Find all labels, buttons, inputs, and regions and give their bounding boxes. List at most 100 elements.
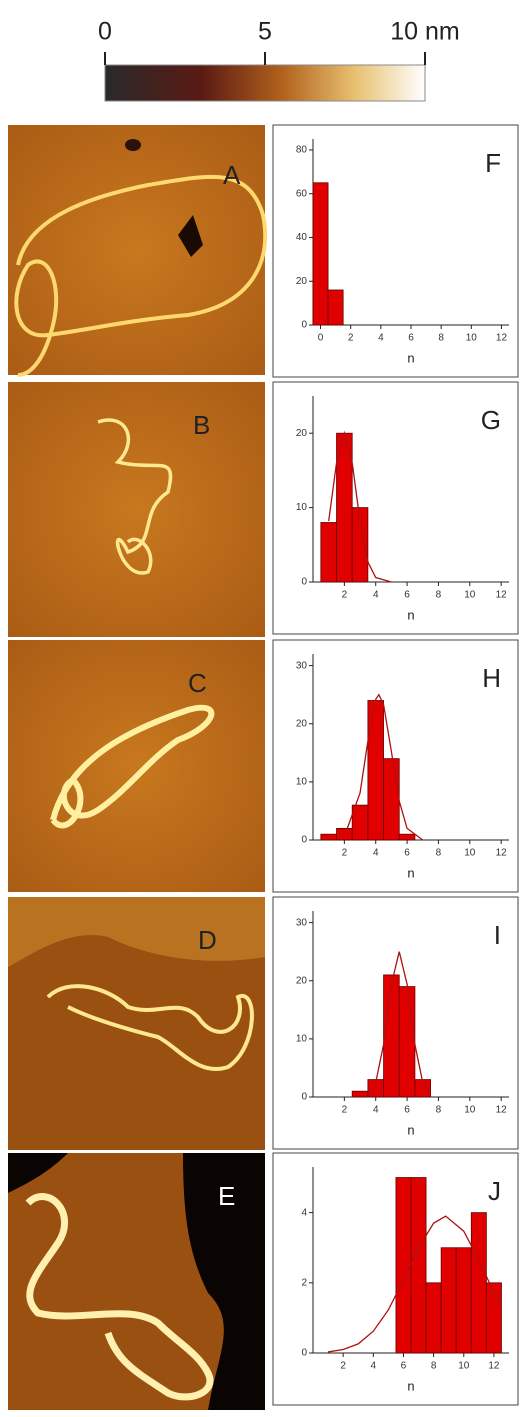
- y-tick-label: 10: [296, 777, 308, 788]
- panel-label: D: [198, 925, 217, 955]
- fit-curve: [343, 693, 424, 841]
- x-tick-label: 4: [371, 1361, 377, 1372]
- panel-label: F: [485, 148, 501, 178]
- x-tick-label: 10: [458, 1361, 470, 1372]
- x-tick-label: 8: [431, 1361, 437, 1372]
- afm-image: A: [8, 125, 268, 377]
- x-axis-label: n: [407, 1122, 414, 1137]
- panel-label: B: [193, 410, 210, 440]
- x-tick-label: 6: [401, 1361, 407, 1372]
- bar: [336, 827, 353, 841]
- x-tick-label: 6: [404, 590, 410, 601]
- y-tick-label: 0: [301, 1348, 307, 1359]
- bar: [351, 507, 369, 583]
- bar: [320, 522, 337, 583]
- x-tick-label: 2: [340, 1361, 346, 1372]
- y-tick-label: 4: [301, 1207, 307, 1218]
- afm-image: D: [8, 897, 265, 1150]
- bar: [425, 1282, 442, 1354]
- x-tick-label: 4: [373, 1105, 379, 1116]
- panel-frame: [272, 124, 519, 378]
- afm-image: E: [8, 1153, 265, 1410]
- x-tick-label: 6: [408, 333, 414, 344]
- bar: [367, 700, 384, 841]
- bar: [327, 289, 344, 326]
- x-tick-label: 2: [342, 1105, 348, 1116]
- panel-label: H: [482, 663, 501, 693]
- x-axis-label: n: [407, 865, 414, 880]
- fit-curve: [328, 430, 392, 583]
- bar: [383, 758, 400, 841]
- panel-label: A: [223, 160, 241, 190]
- colorbar: [104, 64, 426, 102]
- x-tick-label: 10: [464, 1105, 476, 1116]
- bar: [470, 1212, 487, 1354]
- fit-curve: [367, 951, 432, 1096]
- y-tick-label: 60: [296, 188, 308, 199]
- afm-image: B: [8, 382, 265, 637]
- x-tick-label: 8: [436, 590, 442, 601]
- x-tick-label: 2: [342, 848, 348, 859]
- x-tick-label: 8: [438, 333, 444, 344]
- panel-frame: [272, 381, 519, 635]
- y-tick-label: 20: [296, 276, 308, 287]
- colorbar-tick-label: 0: [98, 18, 112, 46]
- panel-frame: [272, 1152, 519, 1406]
- panel-label: I: [494, 920, 501, 950]
- bar: [398, 833, 416, 841]
- y-tick-label: 30: [296, 660, 308, 671]
- y-tick-label: 20: [296, 718, 308, 729]
- y-tick-label: 0: [301, 835, 307, 846]
- y-tick-label: 0: [301, 1092, 307, 1103]
- y-tick-label: 80: [296, 145, 308, 156]
- x-tick-label: 4: [373, 590, 379, 601]
- x-tick-label: 2: [342, 590, 348, 601]
- panel-frame: [272, 896, 519, 1150]
- afm-image: C: [8, 640, 265, 892]
- x-tick-label: 2: [348, 333, 354, 344]
- x-axis-label: n: [407, 607, 414, 622]
- x-axis-label: n: [407, 350, 414, 365]
- bar: [383, 974, 400, 1098]
- fit-curve: [327, 1215, 503, 1353]
- x-tick-label: 10: [466, 333, 478, 344]
- x-tick-label: 8: [436, 848, 442, 859]
- bar: [455, 1247, 472, 1354]
- bar: [320, 833, 337, 841]
- y-tick-label: 10: [296, 502, 308, 513]
- panel-label: G: [481, 405, 501, 435]
- x-tick-label: 12: [496, 590, 508, 601]
- y-tick-label: 20: [296, 975, 308, 986]
- x-tick-label: 4: [378, 333, 384, 344]
- x-tick-label: 6: [404, 848, 410, 859]
- x-tick-label: 12: [496, 848, 508, 859]
- bar: [410, 1177, 427, 1354]
- y-tick-label: 0: [301, 320, 307, 331]
- x-tick-label: 4: [373, 848, 379, 859]
- bar: [312, 182, 329, 326]
- x-axis-label: n: [407, 1378, 414, 1393]
- colorbar-tick-label: 5: [258, 18, 272, 46]
- panel-label: C: [188, 668, 207, 698]
- x-tick-label: 10: [464, 848, 476, 859]
- y-tick-label: 30: [296, 917, 308, 928]
- panel-label: E: [218, 1181, 235, 1211]
- bar: [398, 986, 416, 1098]
- bar: [395, 1177, 412, 1354]
- bar: [351, 804, 369, 841]
- y-tick-label: 40: [296, 232, 308, 243]
- bar: [440, 1247, 457, 1354]
- bar: [351, 1090, 369, 1098]
- y-tick-label: 0: [301, 577, 307, 588]
- y-tick-label: 20: [296, 428, 308, 439]
- colorbar-tick-label: 10 nm: [390, 18, 459, 46]
- x-tick-label: 0: [318, 333, 324, 344]
- y-tick-label: 2: [301, 1277, 307, 1288]
- x-tick-label: 6: [404, 1105, 410, 1116]
- x-tick-label: 10: [464, 590, 476, 601]
- x-tick-label: 12: [496, 333, 508, 344]
- x-tick-label: 12: [496, 1105, 508, 1116]
- x-tick-label: 8: [436, 1105, 442, 1116]
